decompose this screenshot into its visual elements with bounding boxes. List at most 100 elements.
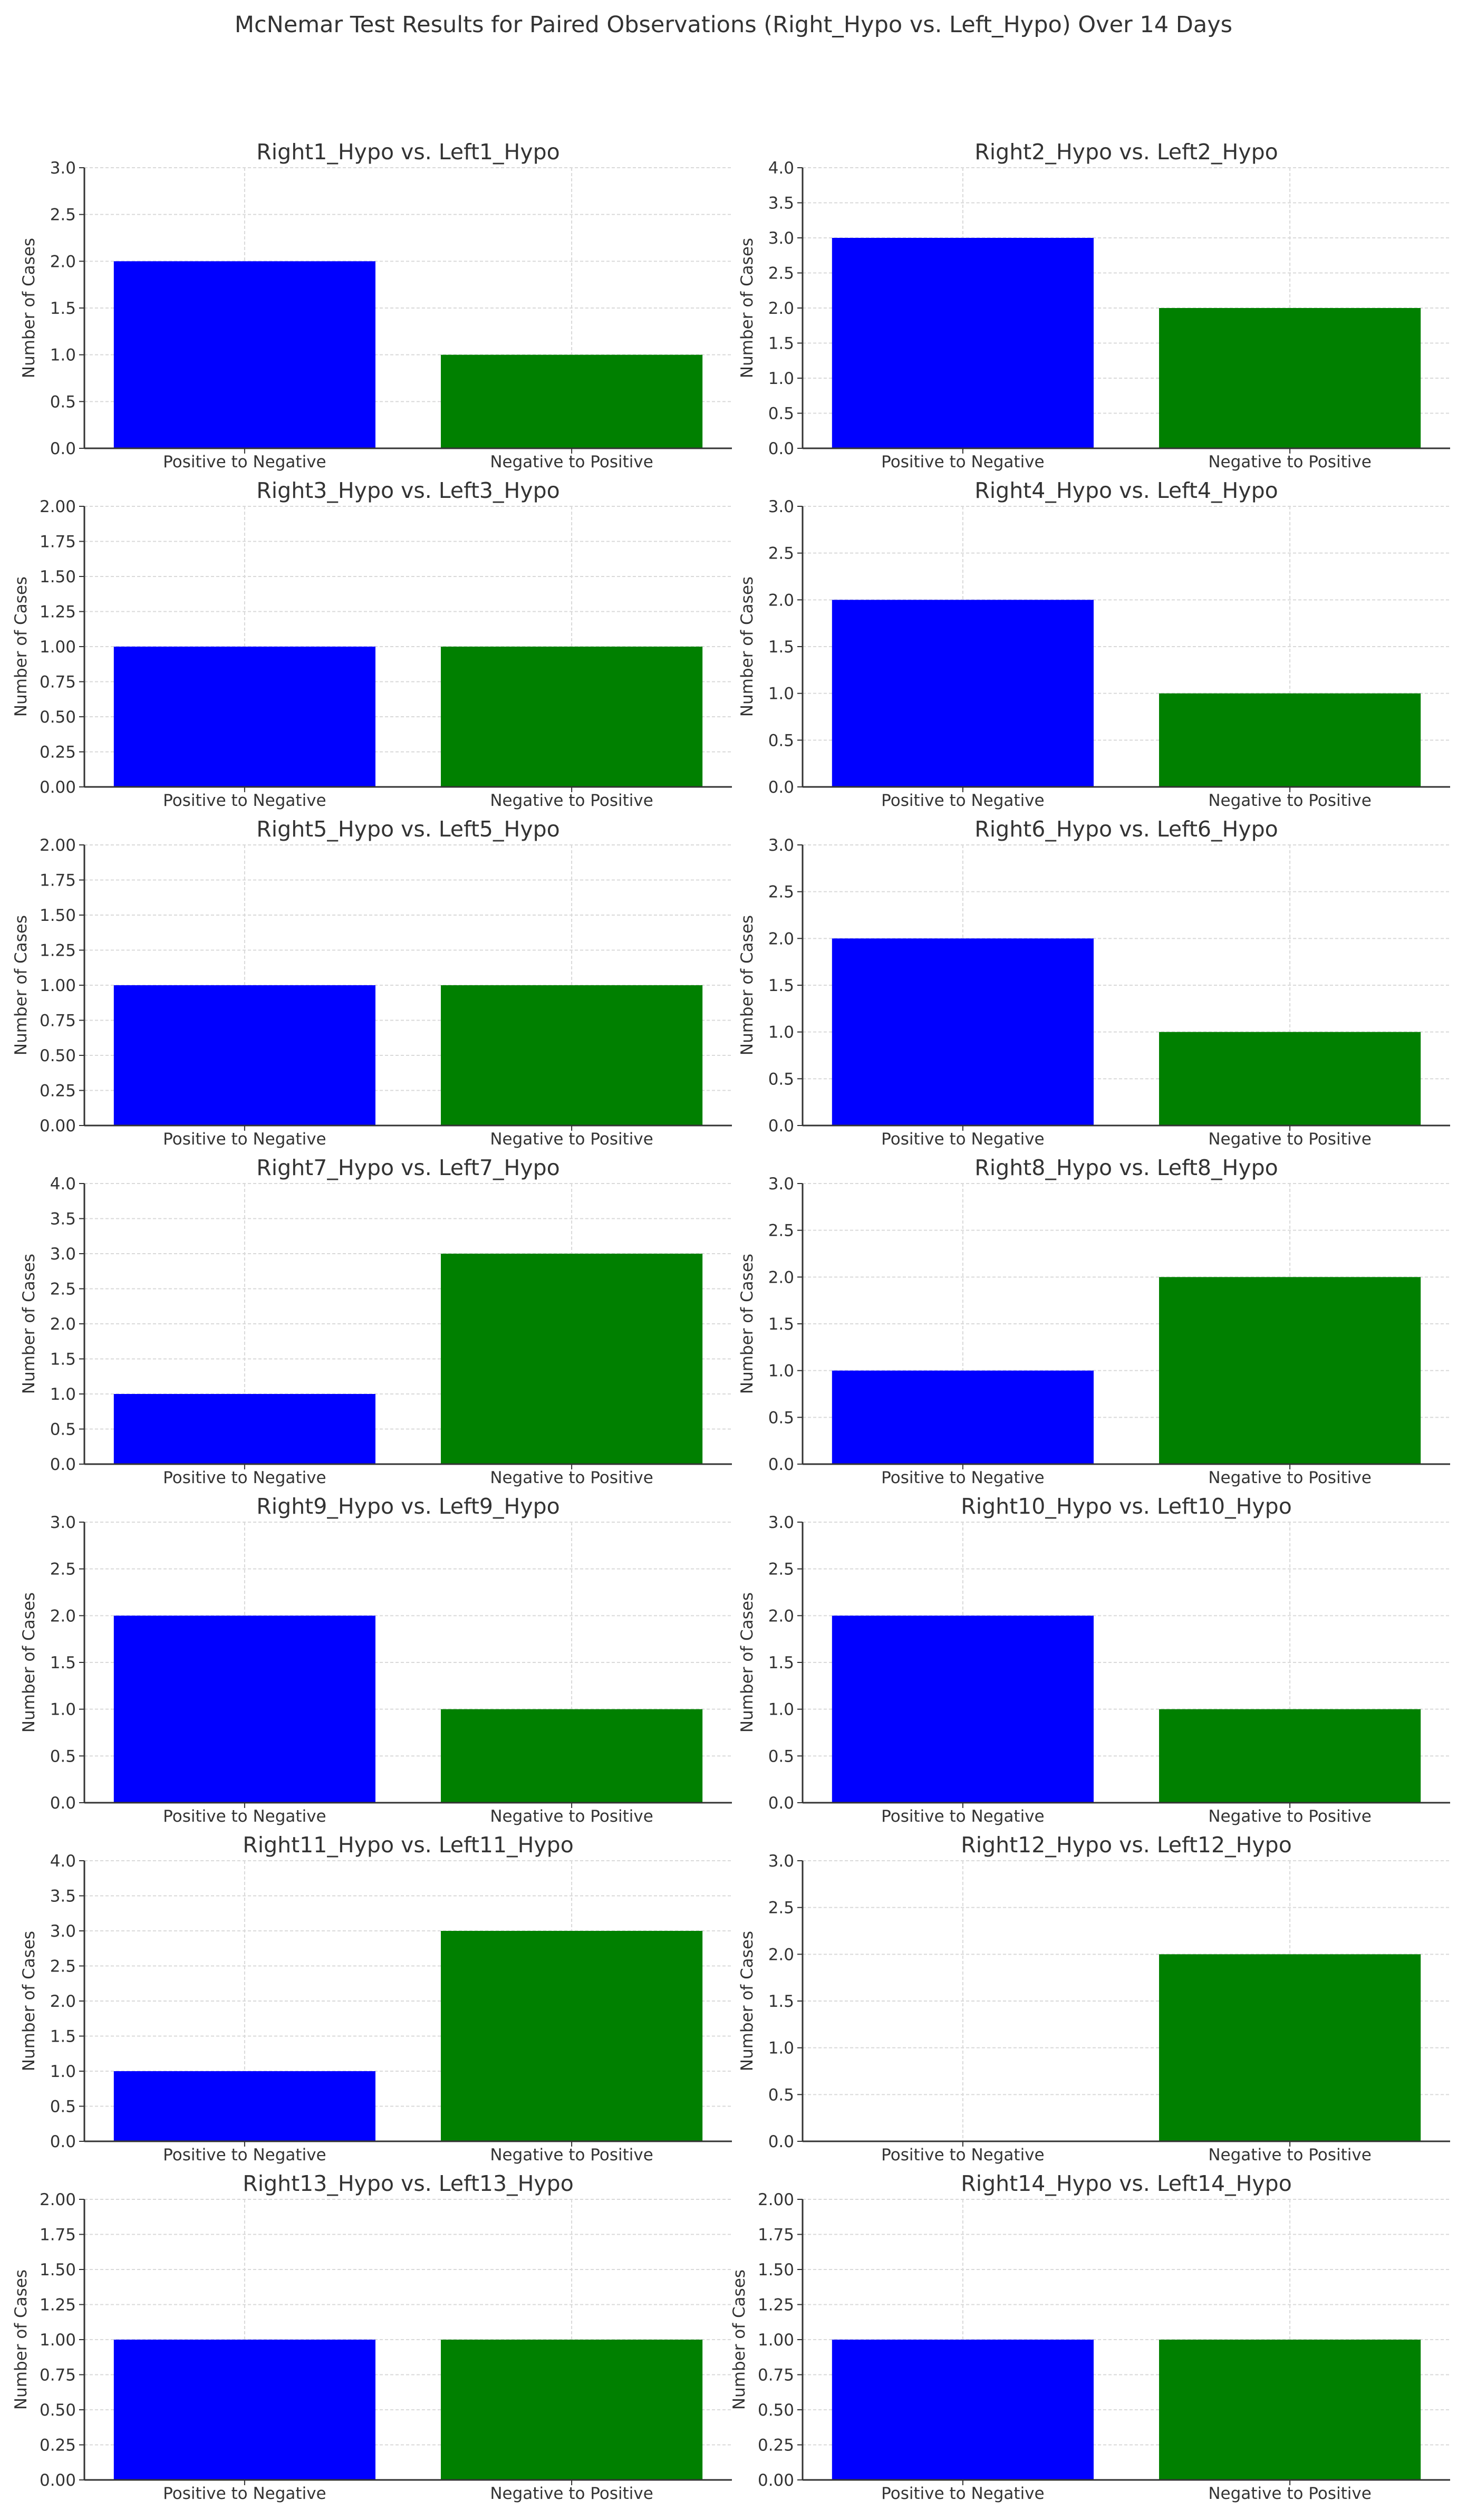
y-tick-label: 1.0 xyxy=(768,1023,794,1042)
y-tick-label: 3.0 xyxy=(768,1175,794,1194)
y-tick-label: 2.5 xyxy=(768,1899,794,1918)
y-axis-label: Number of Cases xyxy=(12,576,31,717)
x-tick-label: Positive to Negative xyxy=(881,1468,1044,1487)
y-tick-label: 0.00 xyxy=(40,2471,76,2490)
y-tick-label: 1.25 xyxy=(40,941,76,960)
y-tick-label: 4.0 xyxy=(50,1175,76,1194)
y-tick-label: 3.0 xyxy=(768,1513,794,1532)
figure-title: McNemar Test Results for Paired Observat… xyxy=(234,12,1233,38)
y-tick-label: 0.25 xyxy=(40,1082,76,1101)
y-tick-label: 1.5 xyxy=(50,2027,76,2046)
bar-positive-to-negative xyxy=(832,600,1094,787)
y-tick-label: 1.5 xyxy=(50,1350,76,1369)
bar-negative-to-positive xyxy=(1159,1954,1421,2141)
subplot-title: Right12_Hypo vs. Left12_Hypo xyxy=(961,1832,1292,1858)
subplot-10: 0.0 0.5 1.0 1.5 2.0 2.5 3.0 Positive to Negativ… xyxy=(738,1494,1450,1826)
x-tick-label: Negative to Positive xyxy=(490,453,653,472)
y-axis-label: Number of Cases xyxy=(738,238,757,378)
y-tick-label: 3.0 xyxy=(768,229,794,248)
y-tick-label: 1.75 xyxy=(40,533,76,552)
y-tick-label: 0.00 xyxy=(40,778,76,797)
subplot-title: Right2_Hypo vs. Left2_Hypo xyxy=(974,139,1278,165)
subplot-title: Right5_Hypo vs. Left5_Hypo xyxy=(256,816,559,842)
y-tick-label: 1.75 xyxy=(758,2226,794,2245)
subplot-title: Right13_Hypo vs. Left13_Hypo xyxy=(243,2171,574,2196)
y-tick-label: 1.0 xyxy=(768,369,794,388)
subplot-title: Right6_Hypo vs. Left6_Hypo xyxy=(974,816,1278,842)
bar-negative-to-positive xyxy=(441,1709,703,1803)
y-tick-label: 1.50 xyxy=(758,2261,794,2279)
x-tick-label: Positive to Negative xyxy=(163,2146,326,2165)
y-tick-label: 2.0 xyxy=(50,252,76,271)
x-tick-label: Positive to Negative xyxy=(163,453,326,472)
y-tick-label: 3.0 xyxy=(50,1922,76,1941)
y-axis-label: Number of Cases xyxy=(738,1254,757,1394)
y-tick-label: 3.0 xyxy=(768,1852,794,1871)
subplot-5: 0.00 0.25 0.50 0.75 1.00 1.25 1.50 1.75 2.00 Posi… xyxy=(12,816,732,1149)
bar-negative-to-positive xyxy=(441,354,703,448)
bar-positive-to-negative xyxy=(113,647,375,787)
y-tick-label: 3.5 xyxy=(50,1887,76,1906)
x-tick-label: Positive to Negative xyxy=(881,791,1044,810)
y-tick-label: 0.50 xyxy=(40,2401,76,2420)
y-tick-label: 3.0 xyxy=(768,836,794,855)
y-tick-label: 0.25 xyxy=(758,2436,794,2455)
y-tick-label: 0.75 xyxy=(40,673,76,692)
y-tick-label: 1.5 xyxy=(768,1315,794,1334)
y-tick-label: 0.75 xyxy=(758,2366,794,2385)
bar-positive-to-negative xyxy=(113,261,375,448)
bar-negative-to-positive xyxy=(1159,308,1421,448)
y-tick-label: 2.5 xyxy=(768,1221,794,1240)
y-tick-label: 2.5 xyxy=(50,1280,76,1299)
y-tick-label: 2.0 xyxy=(768,591,794,610)
y-tick-label: 1.50 xyxy=(40,568,76,586)
y-tick-label: 0.00 xyxy=(40,1117,76,1136)
y-axis-label: Number of Cases xyxy=(12,915,31,1055)
y-tick-label: 0.50 xyxy=(758,2401,794,2420)
y-tick-label: 1.75 xyxy=(40,871,76,890)
y-tick-label: 3.0 xyxy=(50,1513,76,1532)
bar-negative-to-positive xyxy=(1159,693,1421,787)
y-tick-label: 0.5 xyxy=(50,2098,76,2117)
y-tick-label: 1.5 xyxy=(768,334,794,353)
y-tick-label: 0.0 xyxy=(50,1455,76,1474)
y-tick-label: 0.5 xyxy=(768,1070,794,1089)
bar-positive-to-negative xyxy=(832,2340,1094,2480)
x-tick-label: Positive to Negative xyxy=(163,1468,326,1487)
y-axis-label: Number of Cases xyxy=(20,1592,38,1733)
y-tick-label: 1.0 xyxy=(768,685,794,704)
x-tick-label: Negative to Positive xyxy=(490,2146,653,2165)
x-tick-label: Negative to Positive xyxy=(490,2484,653,2503)
y-tick-label: 2.0 xyxy=(768,299,794,318)
bar-negative-to-positive xyxy=(1159,2340,1421,2480)
y-tick-label: 2.0 xyxy=(768,929,794,948)
y-tick-label: 1.50 xyxy=(40,906,76,925)
x-tick-label: Positive to Negative xyxy=(881,2146,1044,2165)
subplot-2: 0.0 0.5 1.0 1.5 2.0 2.5 3.0 3.5 4.0 Positive to N… xyxy=(738,139,1450,472)
y-tick-label: 1.0 xyxy=(768,2039,794,2058)
y-tick-label: 2.5 xyxy=(768,544,794,563)
subplot-3: 0.00 0.25 0.50 0.75 1.00 1.25 1.50 1.75 2.00 Posi… xyxy=(12,478,732,810)
y-tick-label: 2.00 xyxy=(40,497,76,516)
y-tick-label: 0.5 xyxy=(50,1420,76,1439)
y-tick-label: 1.0 xyxy=(50,1700,76,1719)
y-tick-label: 0.0 xyxy=(50,439,76,458)
x-tick-label: Negative to Positive xyxy=(490,1807,653,1826)
y-tick-label: 1.25 xyxy=(40,603,76,622)
subplot-title: Right3_Hypo vs. Left3_Hypo xyxy=(256,478,559,503)
y-tick-label: 2.0 xyxy=(768,1945,794,1964)
y-tick-label: 0.0 xyxy=(768,1794,794,1813)
y-tick-label: 1.75 xyxy=(40,2226,76,2245)
x-tick-label: Negative to Positive xyxy=(1208,1807,1371,1826)
y-tick-label: 1.5 xyxy=(768,1992,794,2011)
y-tick-label: 2.0 xyxy=(768,1607,794,1626)
subplot-title: Right10_Hypo vs. Left10_Hypo xyxy=(961,1494,1292,1519)
y-tick-label: 4.0 xyxy=(50,1852,76,1871)
y-axis-label: Number of Cases xyxy=(20,1931,38,2071)
subplot-4: 0.0 0.5 1.0 1.5 2.0 2.5 3.0 Positive to Negativ… xyxy=(738,478,1450,810)
subplot-title: Right14_Hypo vs. Left14_Hypo xyxy=(961,2171,1292,2196)
x-tick-label: Positive to Negative xyxy=(163,2484,326,2503)
bar-positive-to-negative xyxy=(832,1370,1094,1464)
bar-negative-to-positive xyxy=(441,1254,703,1464)
y-tick-label: 0.75 xyxy=(40,1012,76,1031)
